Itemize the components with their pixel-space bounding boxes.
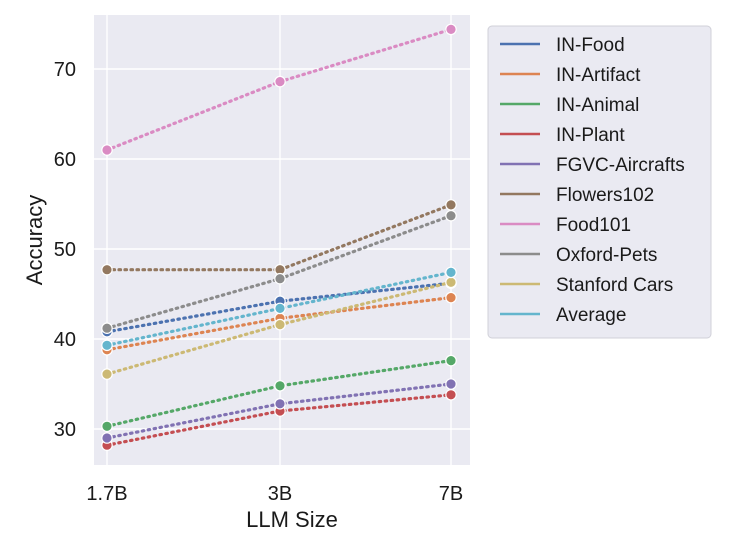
legend-label-3: IN-Plant <box>556 125 625 146</box>
series-6 <box>101 23 457 156</box>
data-point-4-0 <box>101 432 113 444</box>
data-point-4-1 <box>274 397 286 410</box>
y-axis-label: Accuracy <box>22 195 47 285</box>
data-point-5-0 <box>101 263 113 276</box>
x-tick-label-2: 7B <box>439 483 463 505</box>
legend-label-8: Stanford Cars <box>556 275 673 296</box>
data-point-5-2 <box>445 199 457 211</box>
data-point-6-2 <box>445 23 457 36</box>
y-tick-label-60: 60 <box>54 149 76 171</box>
legend-label-2: IN-Animal <box>556 95 639 116</box>
series-7 <box>101 209 457 334</box>
data-point-9-2 <box>445 266 457 279</box>
data-point-7-2 <box>445 209 457 222</box>
series-8 <box>101 276 457 380</box>
x-axis-label: LLM Size <box>246 507 338 532</box>
legend-label-7: Oxford-Pets <box>556 245 657 266</box>
series-5 <box>101 199 457 276</box>
y-tick-label-50: 50 <box>54 239 76 261</box>
data-point-9-1 <box>274 302 286 315</box>
data-point-6-0 <box>101 144 113 156</box>
data-point-6-1 <box>274 75 286 88</box>
data-point-7-1 <box>274 272 286 285</box>
data-point-2-2 <box>445 354 457 367</box>
legend-box <box>487 25 712 339</box>
y-tick-label-70: 70 <box>54 59 76 81</box>
legend-label-9: Average <box>556 305 626 326</box>
legend: IN-Food IN-Artifact IN-Animal IN-Plant FGVC-… <box>487 25 712 339</box>
x-tick-label-0: 1.7B <box>86 483 127 505</box>
series-line-2 <box>105 359 453 428</box>
legend-label-4: FGVC-Aircrafts <box>556 155 685 176</box>
series-2 <box>101 354 457 433</box>
x-tick-label-1: 3B <box>268 483 292 505</box>
legend-label-6: Food101 <box>556 215 631 236</box>
series-9 <box>101 266 457 352</box>
data-point-4-2 <box>445 378 457 390</box>
series-4 <box>101 378 457 444</box>
plot-area: 30 40 50 60 70 1.7B 3B 7B LLM Size Accuracy <box>22 15 470 532</box>
y-tick-label-30: 30 <box>54 419 76 441</box>
y-tick-label-40: 40 <box>54 329 76 351</box>
data-point-7-0 <box>101 322 113 334</box>
data-point-1-2 <box>445 291 457 304</box>
data-point-8-1 <box>274 318 286 331</box>
data-point-3-2 <box>445 388 457 401</box>
legend-label-1: IN-Artifact <box>556 65 641 86</box>
data-point-8-0 <box>101 368 113 380</box>
legend-label-5: Flowers102 <box>556 185 654 206</box>
data-point-8-2 <box>445 276 457 289</box>
data-point-2-0 <box>101 420 113 433</box>
data-point-9-0 <box>101 339 113 352</box>
data-point-2-1 <box>274 379 286 392</box>
legend-label-0: IN-Food <box>556 35 625 56</box>
